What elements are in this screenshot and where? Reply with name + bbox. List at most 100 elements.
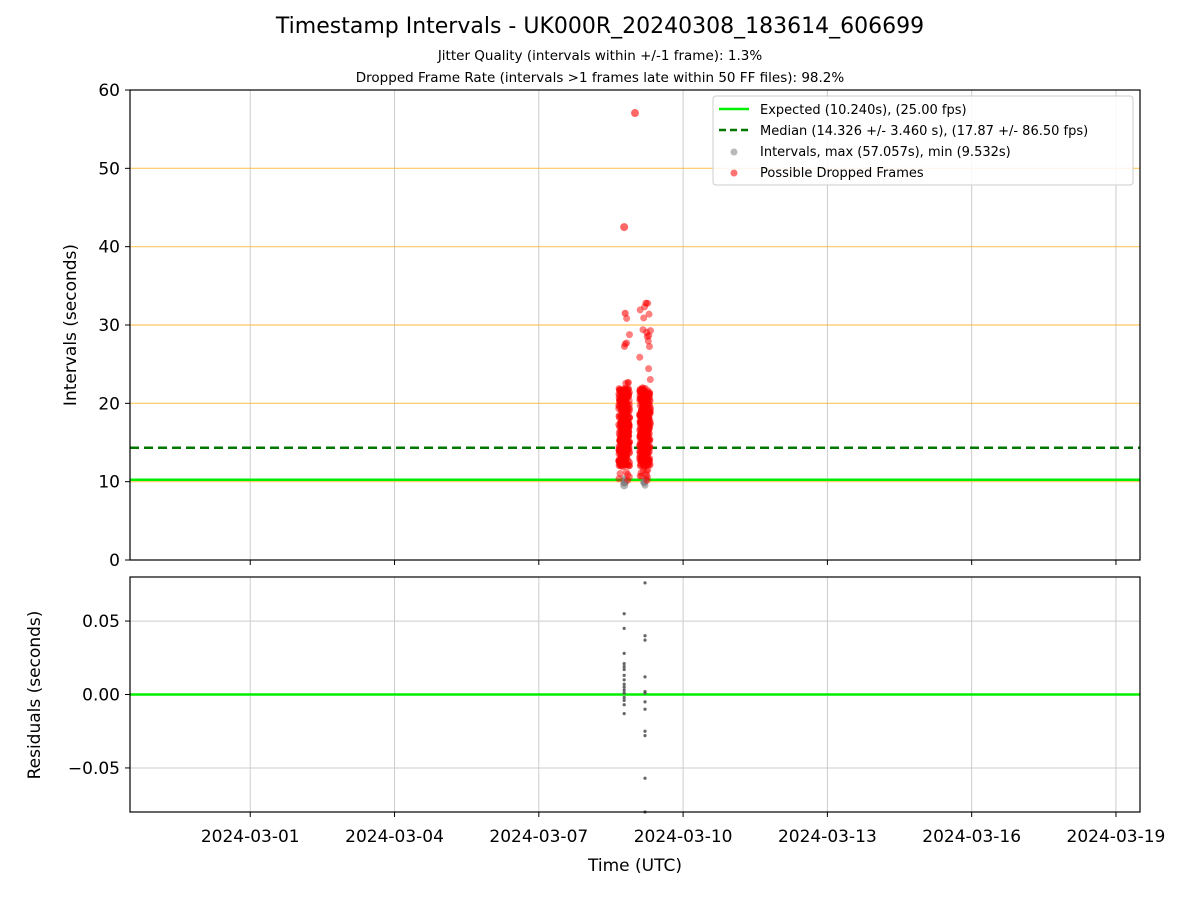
dropped-frame-point <box>642 299 650 307</box>
residuals-y-tick-label: 0.05 <box>82 612 120 632</box>
intervals-y-tick-label: 40 <box>98 238 120 258</box>
dropped-frame-point <box>636 411 644 419</box>
residual-point <box>643 729 647 733</box>
residual-point <box>643 638 647 642</box>
dropped-frame-point <box>641 387 649 395</box>
intervals-y-ticks: 0 10 20 30 40 50 60 <box>98 81 130 571</box>
dropped-frame-point <box>619 403 627 411</box>
dropped-frame-point <box>646 376 654 384</box>
dropped-frame-point <box>644 394 652 402</box>
dropped-frame-point <box>625 408 633 416</box>
intervals-x-ticks <box>249 560 1117 565</box>
intervals-points <box>615 109 654 490</box>
residual-point <box>622 678 626 682</box>
dropped-frame-point <box>622 446 630 454</box>
dropped-frame-point <box>624 461 632 469</box>
intervals-y-tick-label: 10 <box>98 473 120 493</box>
intervals-reference-lines <box>130 446 1140 482</box>
dropped-frame-point <box>624 379 632 387</box>
x-tick-label: 2024-03-19 <box>1067 827 1166 847</box>
intervals-y-tick-label: 20 <box>98 394 120 414</box>
x-axis-label: Time (UTC) <box>587 856 682 876</box>
legend-median-label: Median (14.326 +/- 3.460 s), (17.87 +/- … <box>760 124 1088 139</box>
residuals-x-ticks: 2024-03-01 2024-03-04 2024-03-07 2024-03-10… <box>201 812 1166 847</box>
x-tick-label: 2024-03-04 <box>345 827 444 847</box>
dropped-frame-point <box>618 436 626 444</box>
residual-point <box>622 698 626 702</box>
dropped-frame-point <box>624 392 632 400</box>
outlier-point <box>620 223 629 232</box>
dropped-frame-point <box>645 365 653 373</box>
intervals-y-tick-label: 0 <box>109 551 120 571</box>
residual-point <box>643 581 647 585</box>
residual-point <box>622 695 626 700</box>
residuals-points <box>622 581 647 814</box>
residual-point <box>622 626 626 631</box>
residual-point <box>622 673 626 678</box>
dropped-frame-point <box>619 430 627 438</box>
dropped-frame-point <box>616 396 624 404</box>
residual-point <box>622 685 626 689</box>
dropped-frame-point <box>645 310 653 318</box>
dropped-frame-point <box>645 459 653 467</box>
dropped-frame-point <box>645 343 653 351</box>
residual-point <box>622 667 626 672</box>
dropped-frame-point <box>639 440 647 448</box>
dropped-frame-point <box>616 470 624 478</box>
dropped-frame-point <box>641 415 649 423</box>
dropped-frame-point <box>625 331 633 339</box>
dropped-frame-point <box>624 471 632 479</box>
x-tick-label: 2024-03-07 <box>489 827 588 847</box>
min-interval-point <box>620 481 629 490</box>
dropped-frame-point <box>644 466 652 474</box>
residual-point <box>643 691 647 695</box>
legend-expected-label: Expected (10.240s), (25.00 fps) <box>760 103 967 118</box>
legend: Expected (10.240s), (25.00 fps) Median (… <box>712 95 1134 186</box>
jitter-subtitle: Jitter Quality (intervals within +/-1 fr… <box>437 48 763 64</box>
dropped-frame-point <box>636 449 644 457</box>
dropped-frame-point <box>640 314 648 322</box>
x-tick-label: 2024-03-10 <box>634 827 733 847</box>
dropped-frame-point <box>625 400 633 408</box>
residual-point <box>622 688 626 692</box>
dropped-frame-point <box>616 445 624 453</box>
residual-point <box>622 662 626 666</box>
dropped-frame-point <box>623 453 631 461</box>
residual-point <box>643 634 647 638</box>
intervals-y-tick-label: 30 <box>98 316 120 336</box>
dropped-frame-point <box>639 394 647 402</box>
residuals-y-tick-label: −0.05 <box>68 759 120 779</box>
legend-dropped-label: Possible Dropped Frames <box>760 166 924 181</box>
dropped-frame-point <box>625 385 633 393</box>
x-tick-label: 2024-03-13 <box>778 827 877 847</box>
x-tick-label: 2024-03-16 <box>922 827 1021 847</box>
outlier-point <box>631 109 639 118</box>
dropped-frame-point <box>626 414 634 422</box>
residuals-y-ticks: −0.05 0.00 0.05 <box>68 612 130 779</box>
residual-point <box>643 707 647 711</box>
x-tick-label: 2024-03-01 <box>201 827 300 847</box>
residual-point <box>643 675 647 679</box>
residual-point <box>622 612 626 616</box>
residual-point <box>622 664 626 669</box>
legend-box <box>712 95 1134 186</box>
dropped-frame-point <box>643 332 651 340</box>
residual-point <box>643 700 647 704</box>
dropped-frame-point <box>643 473 651 481</box>
dropped-frame-point <box>623 339 631 347</box>
dropped-frame-point <box>624 440 632 448</box>
residual-point <box>622 691 626 695</box>
legend-dropped-swatch <box>730 169 738 177</box>
residual-point <box>622 651 626 655</box>
legend-intervals-label: Intervals, max (57.057s), min (9.532s) <box>760 145 1011 160</box>
dropped-rate-subtitle: Dropped Frame Rate (intervals >1 frames … <box>355 70 845 86</box>
residuals-y-axis-label: Residuals (seconds) <box>25 611 45 780</box>
residual-point <box>622 711 626 716</box>
dropped-frame-point <box>638 434 646 442</box>
dropped-frame-point <box>637 420 645 428</box>
residual-point <box>643 734 647 738</box>
residual-point <box>643 776 647 780</box>
dropped-frame-point <box>616 458 624 466</box>
dropped-frame-point <box>636 353 644 361</box>
